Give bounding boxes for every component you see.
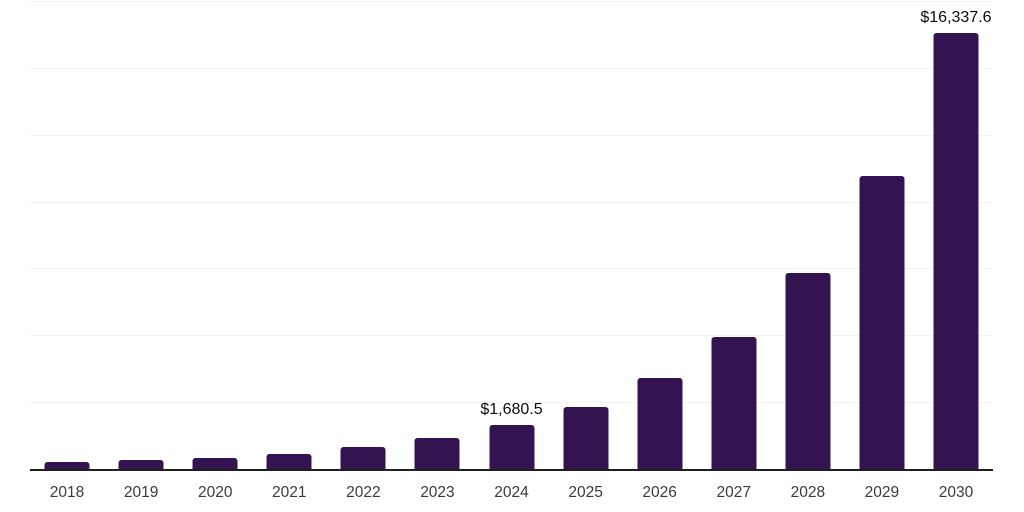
bar-slot-2023	[400, 2, 474, 470]
x-tick-2020: 2020	[197, 484, 233, 501]
bar-value-label-2030: $16,337.6	[920, 9, 992, 27]
bar-2020	[192, 457, 238, 470]
bar-slot-2027	[697, 2, 771, 470]
bar-2023	[414, 438, 460, 470]
bar-2024	[489, 425, 534, 470]
bar-value-label-2024: $1,680.5	[480, 401, 543, 419]
x-tick-2025: 2025	[568, 484, 603, 501]
bar-2028	[785, 273, 831, 470]
x-tick-2019: 2019	[123, 484, 159, 501]
plot-area: $1,680.5 $16,337.6	[30, 1, 993, 470]
bar-slot-2029	[845, 2, 919, 470]
x-tick-2029: 2029	[864, 484, 900, 501]
x-tick-2024: 2024	[494, 484, 529, 501]
bar-slot-2018	[30, 2, 104, 470]
x-axis-line	[30, 469, 993, 471]
bar-2027	[711, 336, 757, 470]
gridline-7500	[30, 268, 993, 270]
bar-slot-2030: $16,337.6	[919, 2, 993, 470]
bar-slot-2026	[623, 2, 697, 470]
bar-slot-2028	[771, 2, 845, 470]
bar-slot-2021	[252, 2, 326, 470]
bar-slot-2022	[326, 2, 400, 470]
gridline-5000	[30, 335, 993, 337]
gridline-17500	[30, 1, 993, 2]
x-tick-2026: 2026	[642, 484, 677, 501]
bar-2022	[340, 446, 386, 470]
x-tick-2028: 2028	[790, 484, 826, 501]
x-tick-2023: 2023	[420, 484, 455, 501]
x-tick-2027: 2027	[716, 484, 751, 501]
bar-slot-2019	[104, 2, 178, 470]
gridline-2500	[30, 402, 993, 404]
bar-2026	[637, 378, 683, 470]
bar-slot-2025	[549, 2, 623, 470]
gridline-15000	[30, 67, 993, 69]
x-tick-2021: 2021	[272, 484, 307, 501]
bar-2029	[859, 176, 905, 470]
bar-2030	[933, 33, 979, 470]
x-tick-2030: 2030	[938, 484, 974, 501]
bar-2021	[266, 453, 312, 470]
bar-2019	[118, 460, 164, 470]
x-tick-2022: 2022	[346, 484, 381, 501]
bars-row: $1,680.5 $16,337.6	[30, 2, 993, 470]
bar-2018	[44, 461, 90, 470]
gridline-10000	[30, 201, 993, 203]
x-tick-2018: 2018	[49, 484, 85, 501]
bar-slot-2020	[178, 2, 252, 470]
x-axis-labels: 2018 2019 2020 2021 2022 2023 2024 2025 2026 2027…	[30, 484, 993, 501]
gridline-12500	[30, 134, 993, 136]
bar-slot-2024: $1,680.5	[474, 2, 548, 470]
bar-2025	[563, 406, 609, 470]
